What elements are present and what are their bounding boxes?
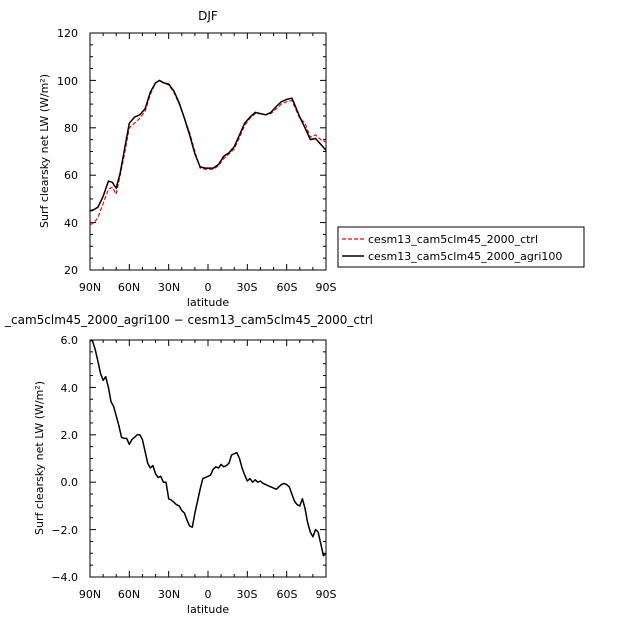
bottom-y-tick-label: −4.0 <box>51 571 78 584</box>
top-y-tick-label: 40 <box>64 217 78 230</box>
legend-label-agri100: cesm13_cam5clm45_2000_agri100 <box>368 250 562 263</box>
bottom-y-axis-label: Surf clearsky net LW (W/m²) <box>33 381 46 535</box>
top-x-tick-label: 60N <box>118 281 140 294</box>
bottom-x-tick-label: 30S <box>237 588 258 601</box>
top-series-line-cesm13-cam5clm45-2000-ctrl <box>89 79 327 226</box>
bottom-series-line-difference <box>89 339 327 557</box>
top-series-line-cesm13-cam5clm45-2000-agri100 <box>89 79 327 212</box>
bottom-y-tick-label: 2.0 <box>61 429 79 442</box>
bottom-x-tick-label: 60N <box>118 588 140 601</box>
top-panel: DJF 20 40 60 80 100 120 90N 60N 30N 0 30… <box>38 9 337 309</box>
bottom-y-tick-label: 4.0 <box>61 382 79 395</box>
top-y-tick-label: 20 <box>64 264 78 277</box>
top-x-tick-label: 30S <box>237 281 258 294</box>
top-y-tick-label: 80 <box>64 122 78 135</box>
bottom-series-lines <box>89 339 327 557</box>
bottom-panel-title: _cam5clm45_2000_agri100 − cesm13_cam5clm… <box>4 313 373 327</box>
top-axis-ticks <box>89 32 327 271</box>
top-x-tick-label: 0 <box>205 281 212 294</box>
bottom-x-tick-label: 30N <box>158 588 180 601</box>
top-x-tick-label: 60S <box>277 281 298 294</box>
bottom-y-tick-label: −2.0 <box>51 524 78 537</box>
top-y-tick-labels: 20 40 60 80 100 120 <box>57 27 78 277</box>
bottom-x-tick-labels: 90N 60N 30N 0 30S 60S 90S <box>79 588 337 601</box>
top-x-tick-labels: 90N 60N 30N 0 30S 60S 90S <box>79 281 337 294</box>
top-x-tick-label: 90S <box>316 281 337 294</box>
bottom-y-tick-labels: −4.0 −2.0 0.0 2.0 4.0 6.0 <box>51 334 78 584</box>
legend: cesm13_cam5clm45_2000_ctrl cesm13_cam5cl… <box>337 226 585 268</box>
top-y-tick-label: 100 <box>57 75 78 88</box>
bottom-x-tick-label: 60S <box>277 588 298 601</box>
top-x-tick-label: 90N <box>79 281 101 294</box>
top-y-tick-label: 60 <box>64 169 78 182</box>
top-x-axis-label: latitude <box>187 296 229 309</box>
legend-label-ctrl: cesm13_cam5clm45_2000_ctrl <box>368 233 538 246</box>
top-series-lines <box>89 79 327 226</box>
legend-box <box>337 226 585 268</box>
top-x-tick-label: 30N <box>158 281 180 294</box>
top-y-axis-label: Surf clearsky net LW (W/m²) <box>38 74 51 228</box>
bottom-axis-ticks <box>89 339 327 578</box>
bottom-y-tick-label: 6.0 <box>61 334 79 347</box>
bottom-x-tick-label: 90N <box>79 588 101 601</box>
bottom-y-tick-label: 0.0 <box>61 476 79 489</box>
bottom-x-tick-label: 90S <box>316 588 337 601</box>
top-panel-title: DJF <box>198 9 218 23</box>
bottom-x-tick-label: 0 <box>205 588 212 601</box>
bottom-x-axis-label: latitude <box>187 603 229 616</box>
bottom-plot-frame <box>89 339 327 578</box>
top-y-tick-label: 120 <box>57 27 78 40</box>
bottom-panel: _cam5clm45_2000_agri100 − cesm13_cam5clm… <box>4 313 373 616</box>
